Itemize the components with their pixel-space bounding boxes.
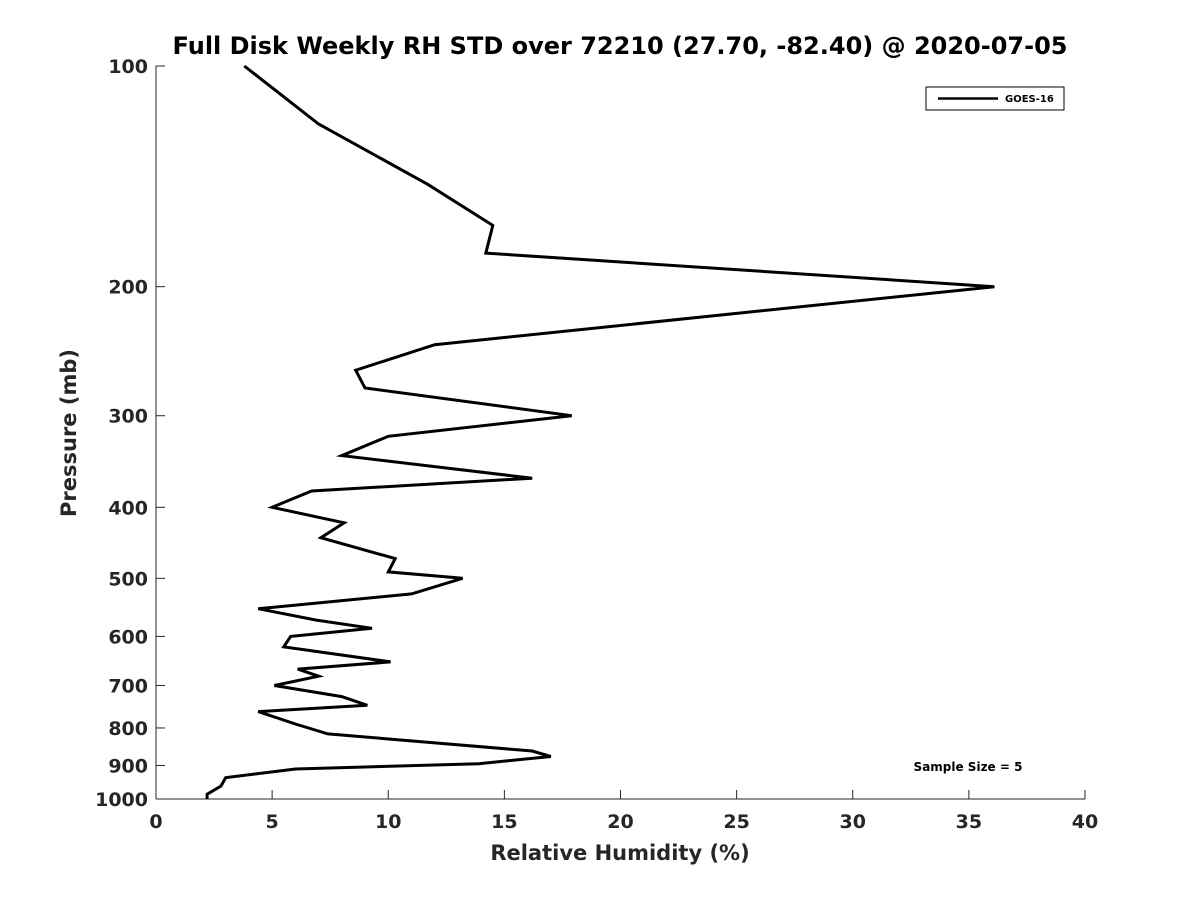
y-axis-label: Pressure (mb): [57, 349, 81, 517]
y-tick-label: 800: [108, 718, 148, 740]
x-tick-label: 25: [723, 811, 749, 833]
y-tick-label: 900: [108, 755, 148, 777]
x-tick-label: 5: [266, 811, 279, 833]
y-tick-label: 100: [108, 56, 148, 78]
y-tick-label: 700: [108, 675, 148, 697]
y-tick-label: 1000: [95, 789, 148, 811]
y-tick-label: 300: [108, 406, 148, 428]
y-tick-label: 600: [108, 626, 148, 648]
x-axis-label: Relative Humidity (%): [490, 841, 749, 865]
x-tick-label: 20: [607, 811, 633, 833]
x-tick-label: 40: [1072, 811, 1098, 833]
x-tick-label: 35: [956, 811, 982, 833]
y-tick-label: 200: [108, 277, 148, 299]
y-tick-label: 400: [108, 497, 148, 519]
y-axis-ticks: 100 200 300 400 500 600 700 800 900 1000: [95, 56, 165, 811]
series-layer: [205, 64, 995, 799]
x-axis-ticks: 0 5 10 15 20 25 30 35 40: [149, 790, 1098, 833]
x-tick-label: 15: [491, 811, 517, 833]
x-tick-label: 0: [149, 811, 162, 833]
chart-title: Full Disk Weekly RH STD over 72210 (27.7…: [173, 32, 1068, 60]
sample-size-annotation: Sample Size = 5: [914, 760, 1023, 774]
series-line-goes-16: [205, 64, 995, 799]
y-tick-label: 500: [108, 568, 148, 590]
legend: GOES-16: [925, 86, 1065, 111]
x-tick-label: 10: [375, 811, 401, 833]
x-tick-label: 30: [840, 811, 866, 833]
legend-entry: GOES-16: [1005, 94, 1054, 105]
